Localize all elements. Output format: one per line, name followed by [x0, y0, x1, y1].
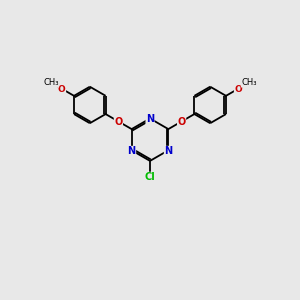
Text: CH₃: CH₃: [241, 78, 257, 87]
Text: O: O: [114, 117, 122, 128]
Text: Cl: Cl: [145, 172, 155, 182]
Text: O: O: [234, 85, 242, 94]
Text: N: N: [146, 115, 154, 124]
Text: N: N: [128, 146, 136, 156]
Text: O: O: [178, 117, 186, 128]
Text: N: N: [164, 146, 172, 156]
Text: CH₃: CH₃: [43, 78, 59, 87]
Text: O: O: [58, 85, 66, 94]
